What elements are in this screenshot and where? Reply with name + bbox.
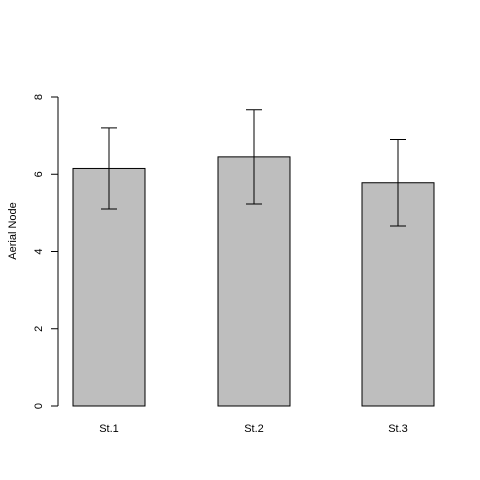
y-tick-label: 4 bbox=[33, 248, 45, 254]
y-axis-title: Aerial Node bbox=[7, 202, 19, 259]
error-bar bbox=[101, 127, 117, 210]
y-tick-label: 8 bbox=[33, 94, 45, 100]
bars bbox=[72, 156, 435, 407]
y-tick-label: 0 bbox=[33, 403, 45, 409]
y-tick-label: 6 bbox=[33, 171, 45, 177]
x-tick-label: St.1 bbox=[99, 423, 119, 435]
y-axis: 0 2 4 6 8 bbox=[33, 94, 59, 409]
x-tick-label: St.2 bbox=[244, 423, 264, 435]
error-bar bbox=[246, 109, 262, 205]
error-bars bbox=[101, 109, 406, 227]
error-bar bbox=[390, 138, 406, 227]
y-tick-label: 2 bbox=[33, 326, 45, 332]
x-tick-label: St.3 bbox=[388, 423, 408, 435]
x-tick-labels: St.1 St.2 St.3 bbox=[99, 423, 408, 435]
